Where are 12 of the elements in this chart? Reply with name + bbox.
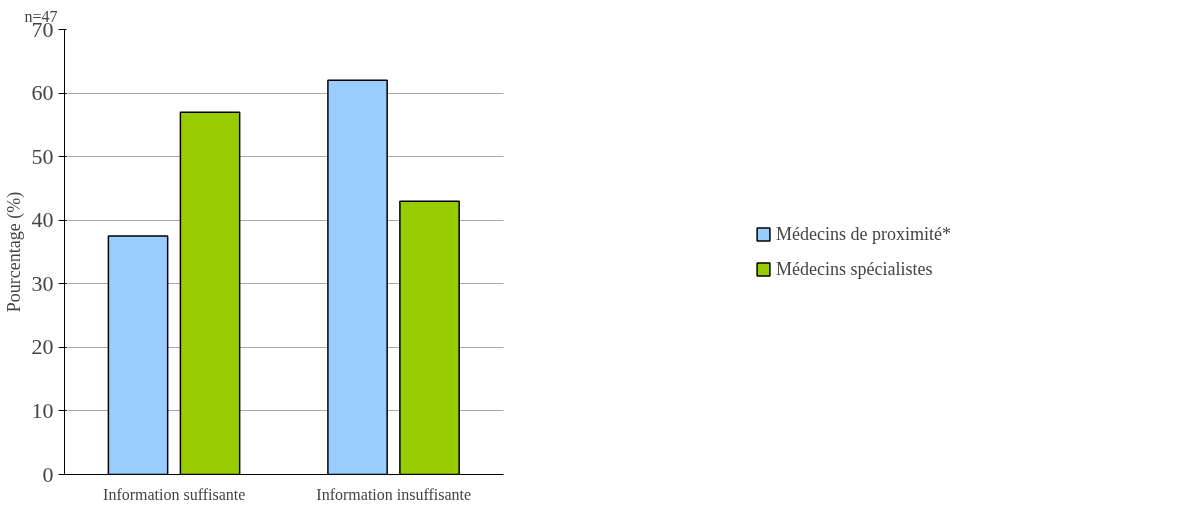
legend-label: Médecins de proximité* (776, 223, 951, 245)
y-tick-label: 50 (31, 143, 54, 169)
y-tick-label: 0 (42, 461, 54, 487)
y-tick-label: 10 (31, 397, 54, 423)
y-tick-label: 20 (31, 334, 54, 360)
y-axis-title: Pourcentage (%) (3, 191, 25, 313)
legend-label: Médecins spécialistes (776, 258, 933, 280)
y-tick-label: 60 (31, 80, 54, 106)
y-tick-label: 40 (31, 207, 54, 233)
x-tick-label: Information suffisante (103, 485, 246, 503)
y-tick-label: 30 (31, 270, 54, 296)
x-tick-label: Information insuffisante (316, 485, 472, 503)
